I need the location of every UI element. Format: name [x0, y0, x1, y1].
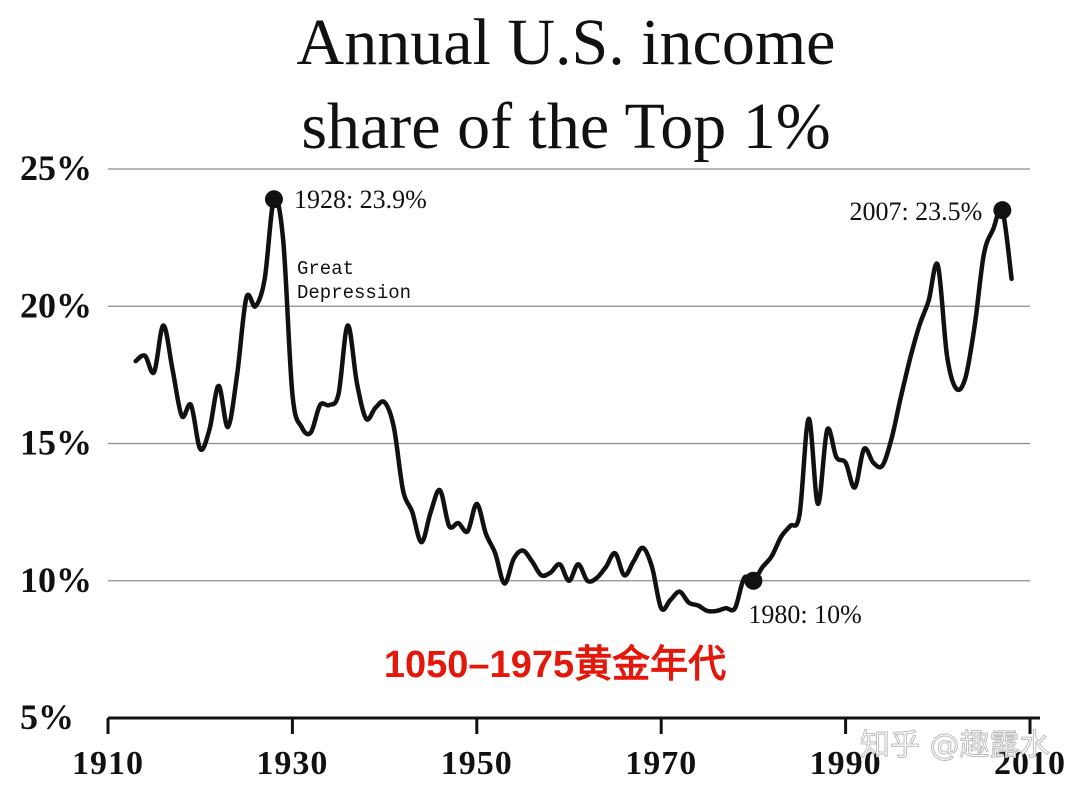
- highlight-point-2007: [993, 201, 1012, 220]
- y-tick-labels: 25% 20% 15% 10% 5%: [20, 148, 92, 737]
- highlight-label-1928: 1928: 23.9%: [294, 185, 427, 214]
- x-tick-label-1910: 1910: [72, 745, 144, 782]
- chart-title-line-2: share of the Top 1%: [301, 90, 830, 163]
- annotation-great-depression-line-2: Depression: [297, 282, 411, 304]
- y-tick-label-5: 5%: [20, 697, 74, 737]
- highlighted-points: 1928: 23.9% 1980: 10% 2007: 23.5%: [264, 185, 1012, 629]
- watermark: 知乎 @趣露水: [860, 728, 1050, 763]
- y-tick-label-20: 20%: [20, 285, 92, 325]
- highlight-label-2007: 2007: 23.5%: [849, 197, 982, 226]
- series-line-0: [133, 195, 1014, 614]
- gridlines: [108, 168, 1030, 582]
- x-tick-label-1970: 1970: [625, 745, 697, 782]
- y-tick-label-15: 15%: [20, 423, 92, 463]
- x-tick-label-1950: 1950: [441, 745, 513, 782]
- x-tick-label-1930: 1930: [256, 745, 328, 782]
- highlight-point-1980: [744, 571, 763, 590]
- highlight-point-1928: [264, 190, 283, 209]
- x-axis: [106, 716, 1040, 734]
- x-tick-label-1990: 1990: [810, 745, 882, 782]
- highlight-label-1980: 1980: 10%: [748, 600, 861, 629]
- y-tick-label-25: 25%: [20, 148, 92, 188]
- x-tick-label-2010: 2010: [994, 745, 1066, 782]
- annotations: Great Depression: [297, 258, 411, 304]
- series-lines: [133, 195, 1014, 614]
- x-tick-labels: 1910 1930 1950 1970 1990 2010: [72, 745, 1066, 782]
- golden-age-caption: 1050–1975黄金年代: [384, 643, 726, 686]
- y-tick-label-10: 10%: [20, 560, 92, 600]
- annotation-great-depression-line-1: Great: [297, 258, 354, 280]
- chart-title-line-1: Annual U.S. income: [297, 6, 836, 79]
